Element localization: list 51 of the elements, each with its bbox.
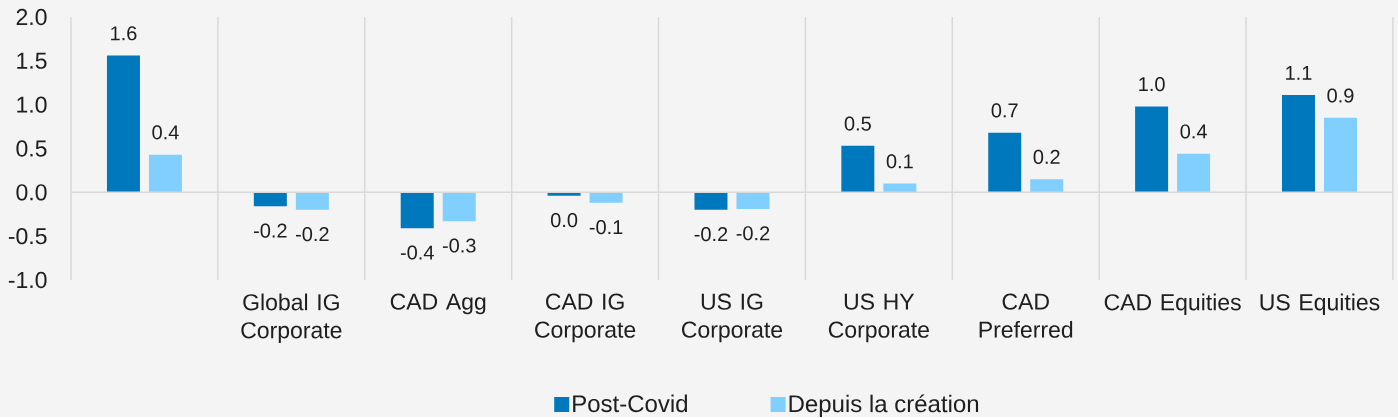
bar xyxy=(295,192,329,211)
data-label: 1.1 xyxy=(1286,66,1312,81)
bar xyxy=(988,132,1022,193)
y-tick-label: 0.0 xyxy=(16,184,47,201)
x-tick-label: CAD Preferred xyxy=(979,293,1073,339)
bar xyxy=(1281,95,1315,193)
data-label: 0.0 xyxy=(550,213,578,228)
data-label: -0.2 xyxy=(736,226,770,241)
x-tick-label: US Equities xyxy=(1260,293,1380,316)
bar xyxy=(589,192,623,204)
x-tick-label: Global IG Corporate xyxy=(241,293,342,344)
y-tick-label: 2.0 xyxy=(16,9,47,26)
bar xyxy=(1323,118,1357,193)
data-label: 0.1 xyxy=(886,154,913,169)
data-label: -0.2 xyxy=(296,227,329,242)
y-tick-label: 1.5 xyxy=(17,53,47,70)
bar xyxy=(694,192,728,211)
data-label: 0.5 xyxy=(844,116,871,131)
bar xyxy=(400,192,434,229)
bar xyxy=(1135,106,1169,193)
data-label: -0.4 xyxy=(400,245,434,260)
y-tick-label: 1.0 xyxy=(17,96,47,113)
x-tick-label: CAD Equities xyxy=(1104,293,1241,316)
y-tick-label: -0.5 xyxy=(8,228,47,245)
bar xyxy=(841,146,875,193)
bar xyxy=(1177,153,1211,193)
bar xyxy=(442,192,476,222)
x-tick-label: US HY Corporate xyxy=(828,293,929,343)
data-label: 1.0 xyxy=(1139,77,1165,92)
data-label: 0.7 xyxy=(991,103,1018,118)
data-label: -0.1 xyxy=(589,220,623,235)
bar xyxy=(148,154,182,193)
data-label: 0.2 xyxy=(1033,150,1060,165)
data-label: 0.4 xyxy=(1180,124,1207,139)
bar xyxy=(253,192,287,207)
bar xyxy=(106,55,140,193)
data-label: 1.6 xyxy=(111,26,137,41)
data-label: -0.2 xyxy=(694,227,728,242)
data-label: 0.4 xyxy=(152,125,179,140)
data-label: -0.2 xyxy=(254,223,287,238)
x-tick-label: CAD Agg xyxy=(390,293,486,315)
data-label: -0.3 xyxy=(442,238,476,253)
data-label: 0.9 xyxy=(1327,88,1354,103)
x-tick-label: CAD IG Corporate xyxy=(535,293,636,343)
y-tick-label: 0.5 xyxy=(16,140,47,157)
legend-label: Post-Covid xyxy=(573,394,687,413)
legend-label: Depuis la création xyxy=(789,394,979,418)
bar xyxy=(1030,179,1064,193)
x-tick-label: US IG Corporate xyxy=(681,293,783,343)
y-tick-label: -1.0 xyxy=(8,272,47,289)
bar xyxy=(736,192,770,210)
